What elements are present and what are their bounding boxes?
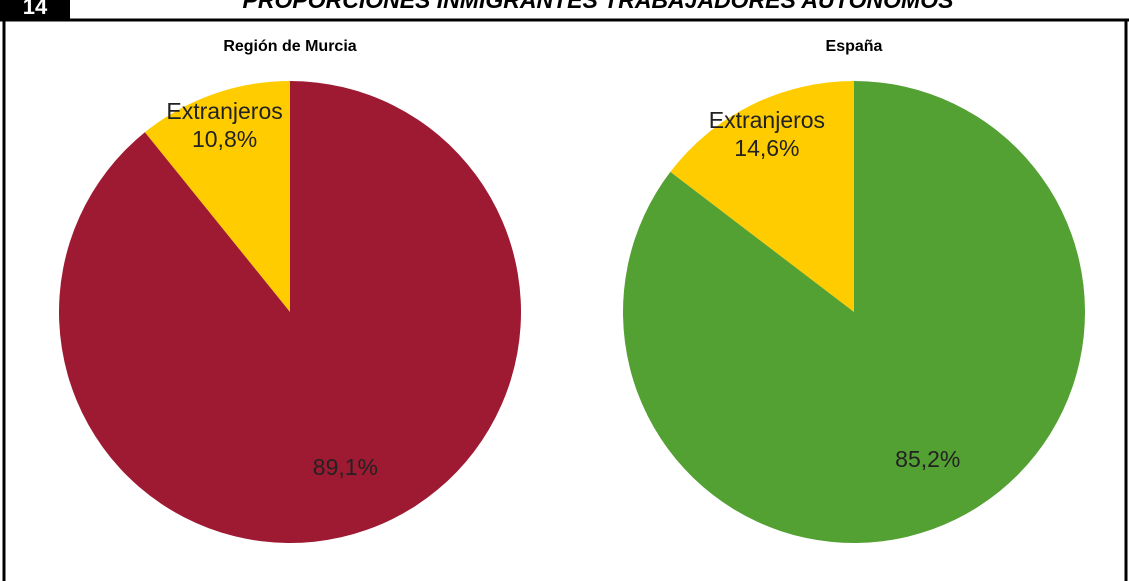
slice-value-label: 14,6%	[734, 135, 799, 161]
pie-slice	[623, 81, 1086, 543]
pie-slice	[670, 81, 854, 312]
page-title: PROPORCIONES INMIGRANTES TRABAJADORES AU…	[243, 0, 955, 13]
slice-value-label: 10,8%	[192, 126, 257, 152]
slice-value-label: 85,2%	[895, 446, 960, 472]
chart-title: Región de Murcia	[223, 38, 356, 55]
pie-slice	[144, 81, 290, 312]
slice-category: Extranjeros	[166, 98, 282, 124]
slice-value-label: 89,1%	[313, 454, 378, 480]
chart-title: España	[826, 38, 883, 55]
section-number: 14	[23, 0, 48, 19]
slice-category: Extranjeros	[709, 107, 825, 133]
section-badge	[0, 0, 70, 20]
pie-slice	[58, 81, 522, 544]
